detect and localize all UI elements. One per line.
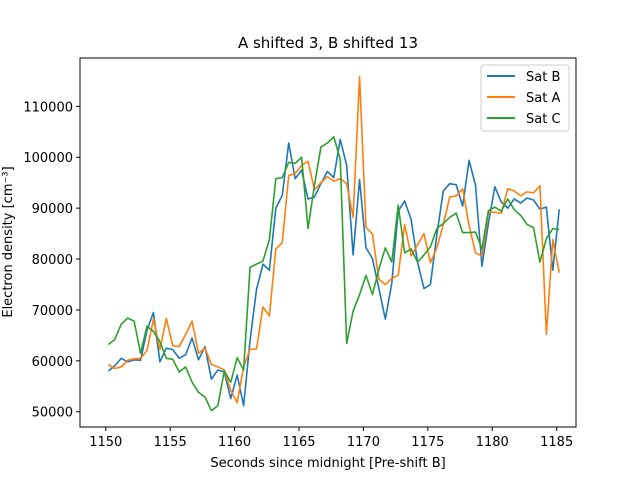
series-line-sat-b [107, 138, 561, 407]
x-tick-label: 1180 [476, 435, 509, 450]
x-tick-label: 1185 [540, 435, 573, 450]
x-axis: 1150 1155 1160 1165 1170 1175 1180 1185 [89, 427, 573, 450]
x-tick-label: 1175 [411, 435, 444, 450]
y-tick-label: 60000 [32, 355, 73, 370]
x-tick-label: 1160 [218, 435, 251, 450]
y-tick-label: 100000 [23, 151, 73, 166]
chart-title: A shifted 3, B shifted 13 [238, 34, 418, 52]
legend-box [480, 64, 570, 132]
legend-label: Sat C [526, 112, 561, 127]
x-axis-label: Seconds since midnight [Pre-shift B] [210, 456, 445, 471]
legend-label: Sat B [526, 70, 560, 85]
x-tick-label: 1155 [154, 435, 187, 450]
x-tick-label: 1165 [282, 435, 315, 450]
plot-area [107, 76, 561, 412]
legend-label: Sat A [526, 91, 560, 106]
legend: Sat B Sat A Sat C [480, 64, 570, 132]
x-tick-label: 1170 [347, 435, 380, 450]
y-axis: 50000 60000 70000 80000 90000 100000 110000 [23, 100, 80, 421]
y-tick-label: 110000 [23, 100, 73, 115]
y-tick-label: 90000 [32, 202, 73, 217]
axes-frame [79, 57, 577, 428]
y-tick-label: 70000 [32, 304, 73, 319]
y-axis-label: Electron density [cm⁻³] [1, 166, 16, 317]
series-line-sat-a [107, 76, 561, 404]
y-tick-label: 50000 [32, 406, 73, 421]
x-tick-label: 1150 [89, 435, 122, 450]
series-line-sat-c [107, 136, 560, 412]
y-tick-label: 80000 [32, 253, 73, 268]
